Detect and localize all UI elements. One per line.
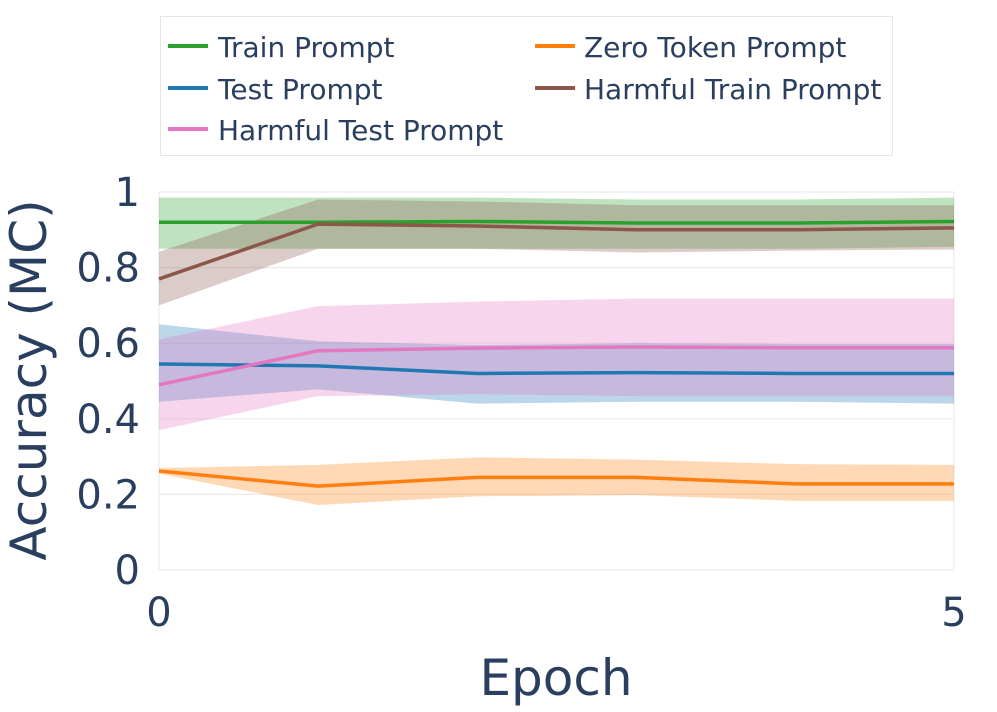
series-line — [158, 362, 954, 376]
series-line — [158, 345, 954, 387]
y-axis-ticks: 0 0.2 0.4 0.6 0.8 1 — [76, 170, 140, 594]
series-line — [158, 222, 955, 281]
confidence-bands — [159, 197, 954, 505]
legend-item-test-prompt: Test Prompt — [168, 73, 383, 106]
legend-label: Harmful Test Prompt — [218, 114, 503, 147]
confidence-band — [159, 199, 954, 306]
y-axis-title: Accuracy (MC) — [0, 199, 58, 560]
confidence-band — [159, 324, 954, 404]
legend-label: Zero Token Prompt — [584, 31, 846, 64]
legend: Train Prompt Zero Token Prompt Test Prom… — [160, 16, 893, 156]
y-tick-label: 0.8 — [76, 246, 140, 292]
y-tick-label: 0.6 — [76, 321, 140, 367]
confidence-band — [159, 457, 954, 505]
y-tick-label: 0.2 — [76, 472, 140, 518]
legend-label: Test Prompt — [217, 73, 383, 106]
legend-box — [160, 16, 893, 156]
legend-item-train-prompt: Train Prompt — [168, 31, 395, 64]
x-tick-label: 5 — [941, 590, 966, 636]
y-tick-label: 0 — [115, 548, 140, 594]
legend-label: Train Prompt — [217, 31, 395, 64]
y-tick-label: 1 — [115, 170, 140, 216]
confidence-band — [159, 298, 954, 431]
legend-item-harmful-train-prompt: Harmful Train Prompt — [535, 73, 881, 106]
x-tick-label: 0 — [146, 590, 171, 636]
legend-item-harmful-test-prompt: Harmful Test Prompt — [168, 114, 503, 147]
legend-item-zero-token-prompt: Zero Token Prompt — [535, 31, 846, 64]
series-lines — [158, 219, 955, 488]
x-axis-title: Epoch — [479, 649, 632, 707]
series-line — [159, 219, 955, 225]
y-tick-label: 0.4 — [76, 397, 140, 443]
grid — [158, 191, 955, 571]
legend-label: Harmful Train Prompt — [584, 73, 881, 106]
series-line — [158, 469, 954, 488]
